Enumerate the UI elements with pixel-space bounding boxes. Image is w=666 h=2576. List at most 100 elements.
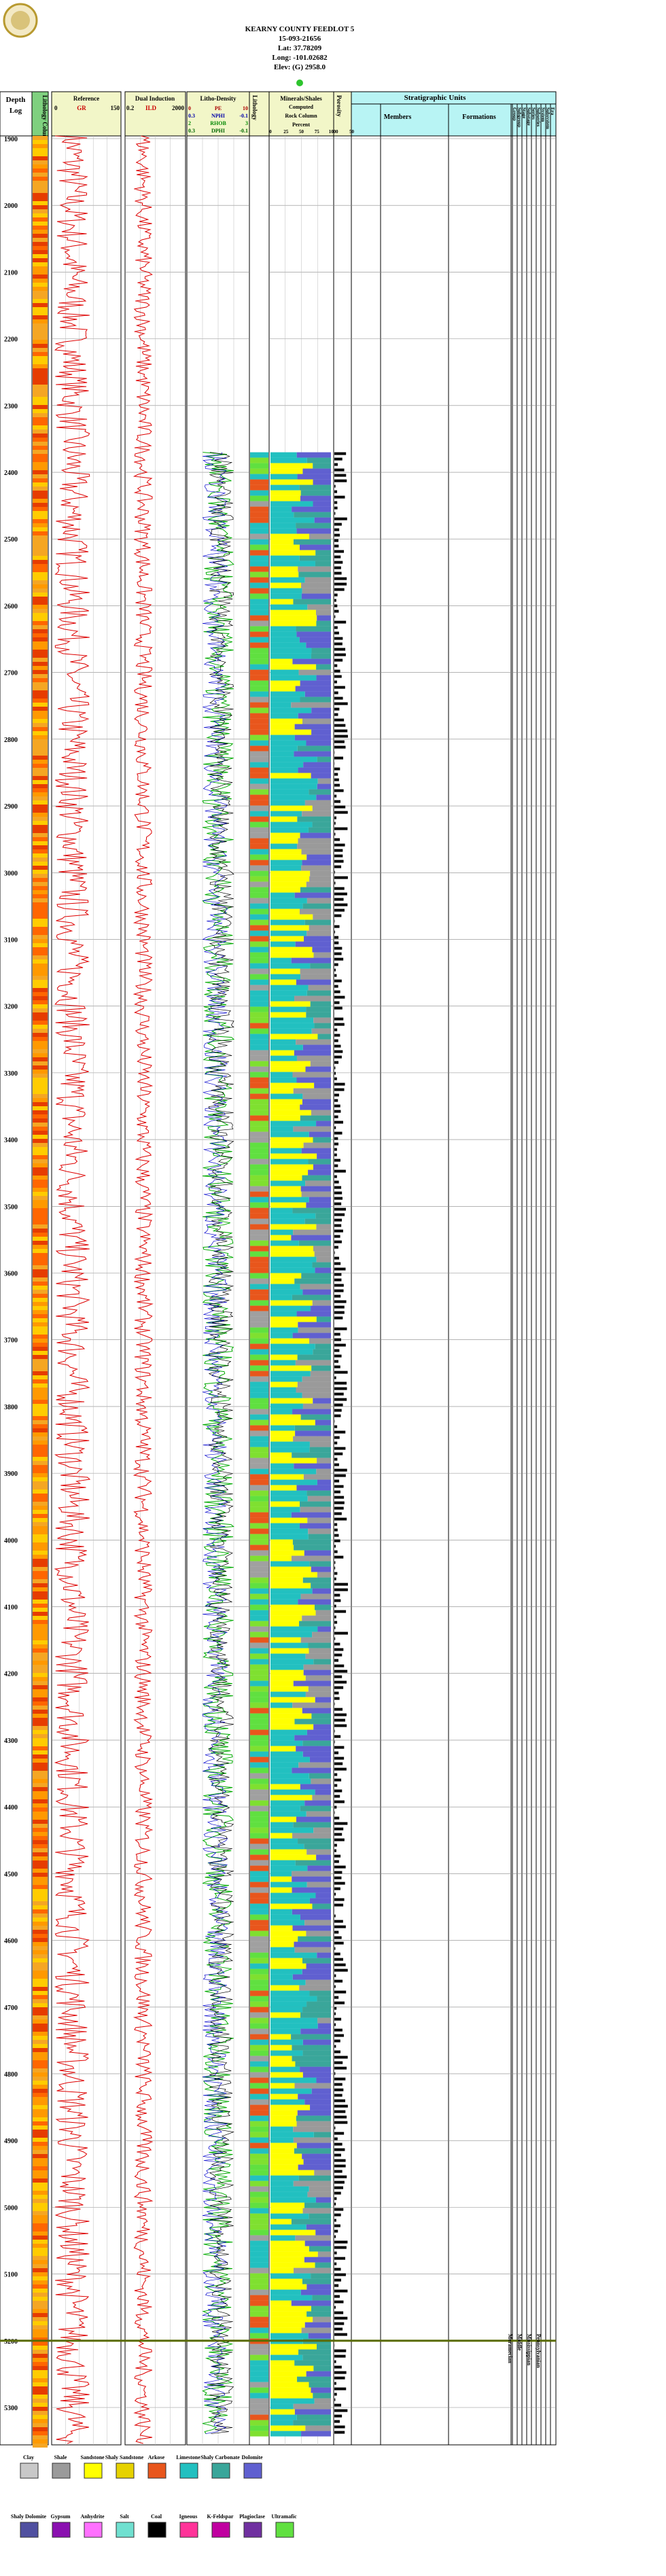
lithology-band: [250, 1344, 268, 1349]
lithology-band: [250, 1442, 268, 1447]
lith-band: [33, 1897, 48, 1901]
lith-band: [33, 1404, 48, 1408]
mineral-band: [307, 458, 331, 463]
lith-band: [33, 1326, 48, 1330]
depth-label: 2600: [4, 603, 18, 610]
lith-band: [33, 1624, 48, 1628]
mineral-band: [270, 578, 305, 583]
lithology-band: [250, 1176, 268, 1181]
lith-band: [33, 311, 48, 315]
mineral-band: [270, 1730, 307, 1735]
mineral-band: [312, 1029, 331, 1034]
porosity-bar: [334, 1056, 342, 1059]
mineral-band: [311, 773, 331, 779]
lithology-band: [250, 882, 268, 887]
mineral-band: [313, 953, 331, 958]
porosity-bar: [334, 1795, 340, 1798]
mineral-band: [311, 708, 331, 713]
mineral-band: [297, 2415, 331, 2420]
mineral-band: [270, 1426, 295, 1431]
legend-label: Ultramafic: [271, 2513, 297, 2520]
porosity-bar: [334, 1562, 335, 1564]
lith-band: [33, 527, 48, 531]
mineral-band: [299, 2176, 331, 2181]
lith-band: [33, 784, 48, 788]
lith-band: [33, 1905, 48, 1909]
mineral-band: [270, 2279, 302, 2284]
mineral-band: [270, 1714, 311, 1719]
mineral-band: [313, 2366, 331, 2371]
mineral-band: [296, 942, 331, 947]
lithology-band: [250, 1002, 268, 1007]
lith-band: [33, 641, 48, 646]
lithology-band: [250, 773, 268, 779]
mineral-band: [270, 1442, 310, 1447]
mineral-band: [270, 1176, 302, 1181]
mineral-band: [294, 2138, 331, 2143]
porosity-bar: [334, 2241, 347, 2244]
mineral-band: [317, 2018, 331, 2024]
mineral-band: [292, 1877, 331, 1882]
lithology-band: [250, 1600, 268, 1605]
lith-band: [33, 1347, 48, 1351]
curve-name: DPHI: [211, 128, 225, 134]
lith-band: [33, 360, 48, 364]
mineral-band: [295, 724, 331, 730]
depth-label: 4700: [4, 2005, 18, 2012]
lith-band: [33, 1938, 48, 1942]
mineral-band: [270, 719, 302, 724]
porosity-bar: [334, 1958, 343, 1961]
porosity-bar: [334, 1284, 344, 1287]
mineral-band: [270, 1600, 298, 1605]
lithology-band: [250, 1290, 268, 1295]
mineral-band: [270, 2094, 298, 2100]
legend-label: Igneous: [179, 2513, 198, 2520]
mineral-band: [270, 1551, 304, 1556]
mineral-band: [292, 1871, 331, 1877]
lith-band: [33, 2187, 48, 2191]
lithology-band: [250, 463, 268, 469]
mineral-band: [270, 936, 304, 942]
mineral-band: [293, 1540, 331, 1545]
mineral-band: [270, 1882, 307, 1888]
lith-band: [33, 1913, 48, 1918]
lith-band: [33, 874, 48, 878]
lith-band: [33, 2244, 48, 2248]
mineral-band: [270, 529, 297, 534]
mineral-band: [313, 1137, 331, 1143]
lithology-band: [250, 2295, 268, 2301]
mineral-band: [297, 2121, 331, 2127]
porosity-bar: [334, 1186, 341, 1189]
mineral-band: [270, 594, 302, 599]
porosity-bar: [334, 1567, 335, 1570]
lith-band: [33, 295, 48, 299]
lith-band: [33, 703, 48, 707]
mineral-band: [270, 1975, 293, 1980]
mineral-band: [315, 561, 331, 567]
mineral-band: [270, 2268, 294, 2274]
lithology-band: [250, 1899, 268, 1904]
lith-band: [33, 1196, 48, 1200]
lithology-band: [250, 1980, 268, 1986]
lithology-band: [250, 1061, 268, 1067]
lith-band: [33, 2382, 48, 2386]
lithology-band: [250, 2252, 268, 2257]
porosity-bar: [334, 665, 337, 667]
mineral-band: [301, 2290, 331, 2295]
mineral-band: [270, 1909, 292, 1915]
lithology-band: [250, 2355, 268, 2361]
mineral-band: [298, 746, 331, 752]
mineral-band: [302, 2355, 331, 2361]
legend-swatch: [84, 2463, 102, 2478]
mineral-band: [306, 2002, 331, 2007]
legend-label: Coal: [151, 2513, 162, 2520]
porosity-bar: [334, 915, 341, 917]
mineral-band: [270, 1855, 316, 1860]
porosity-bar: [334, 1230, 343, 1233]
mineral-band: [292, 958, 331, 964]
mineral-band: [298, 1355, 331, 1360]
lith-band: [33, 1461, 48, 1465]
lith-band: [33, 2403, 48, 2407]
mineral-band: [312, 947, 331, 953]
lith-band: [33, 943, 48, 947]
